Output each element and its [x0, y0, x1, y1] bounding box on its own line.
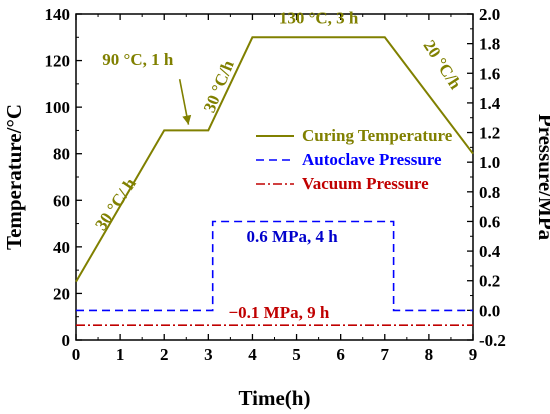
y-right-tick-label: 0.0: [479, 301, 500, 320]
legend-label: Curing Temperature: [302, 126, 453, 145]
annotation-label: 130 °C, 3 h: [279, 8, 359, 27]
x-tick-label: 2: [160, 345, 169, 364]
x-tick-label: 0: [72, 345, 81, 364]
plot-area: 0 1 2 3 4 5 6 7 8 9 0 20 40 60 80 100 120 140 -0.2 0.0 0.2 0.…: [2, 5, 550, 410]
series-line-autoclave-pressure: [76, 220, 473, 312]
x-tick-label: 9: [469, 345, 478, 364]
y-right-tick-label: 1.4: [479, 94, 501, 113]
x-tick-label: 7: [381, 345, 390, 364]
y-left-tick-label: 20: [53, 284, 70, 303]
annotation-label: 30 °C/ h: [91, 174, 140, 234]
y-left-tick-label: 60: [53, 191, 70, 210]
hold-arrow-head: [182, 114, 192, 125]
y-right-tick-label: 1.2: [479, 124, 500, 143]
series-line-curing-temperature: [75, 36, 474, 283]
y-right-tick-label: -0.2: [479, 331, 506, 350]
x-tick-label: 8: [425, 345, 434, 364]
y-right-tick-label: 0.8: [479, 183, 500, 202]
y-right-tick-label: 2.0: [479, 5, 500, 24]
annotation-label: 0.6 MPa, 4 h: [247, 227, 339, 246]
x-tick-label: 3: [204, 345, 213, 364]
y-left-tick-label: 100: [45, 98, 71, 117]
y-right-tick-label: 0.6: [479, 212, 500, 231]
legend-label: Autoclave Pressure: [302, 150, 442, 169]
y-right-tick-label: 1.6: [479, 64, 500, 83]
annotation-label: −0.1 MPa, 9 h: [228, 303, 329, 322]
y-right-tick-label: 0.4: [479, 242, 501, 261]
annotation-label: 30 °C/h: [200, 57, 238, 115]
y-left-tick-label: 140: [45, 5, 71, 24]
y-left-tick-label: 120: [45, 52, 71, 71]
y-left-tick-label: 0: [62, 331, 71, 350]
x-tick-label: 5: [292, 345, 301, 364]
annotation-label: 90 °C, 1 h: [102, 50, 174, 69]
y-left-axis-title: Temperature/°C: [2, 104, 26, 250]
legend-label: Vacuum Pressure: [302, 174, 429, 193]
x-tick-label: 4: [248, 345, 257, 364]
y-right-tick-label: 1.0: [479, 153, 500, 172]
y-right-tick-label: 0.2: [479, 272, 500, 291]
x-axis-title: Time(h): [239, 386, 311, 410]
x-tick-label: 6: [336, 345, 345, 364]
y-left-tick-label: 80: [53, 145, 70, 164]
x-tick-label: 1: [116, 345, 125, 364]
y-right-axis-title: Pressure/MPa: [534, 114, 550, 241]
y-right-tick-label: 1.8: [479, 35, 500, 54]
y-left-tick-label: 40: [53, 238, 70, 257]
annotation-label: 20 °C/h: [419, 37, 465, 94]
